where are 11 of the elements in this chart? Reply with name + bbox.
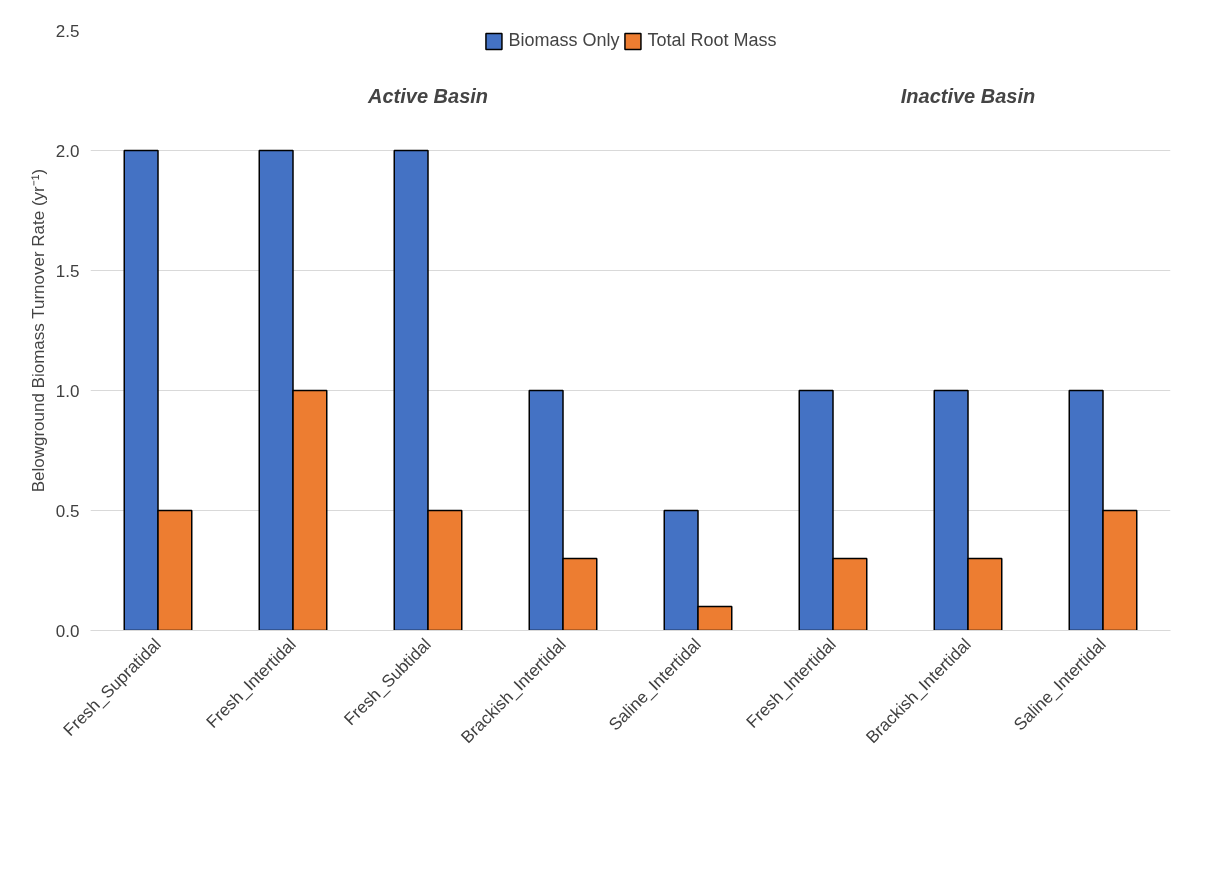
y-tick-label: 0.0 xyxy=(55,621,80,641)
y-tick-label: 0.5 xyxy=(55,501,80,521)
y-tick-label: 1.5 xyxy=(55,261,80,281)
y-tick-label: 1.0 xyxy=(55,381,80,401)
annotation: Inactive Basin xyxy=(900,84,1036,107)
legend-label: Biomass Only xyxy=(508,30,620,51)
annotation: Active Basin xyxy=(366,84,489,107)
y-axis-title: Belowground Biomass Turnover Rate (yr⁻¹) xyxy=(28,168,48,493)
legend-label: Total Root Mass xyxy=(647,30,777,51)
y-tick-label: 2.5 xyxy=(55,21,80,41)
y-tick-label: 2.0 xyxy=(55,141,80,161)
